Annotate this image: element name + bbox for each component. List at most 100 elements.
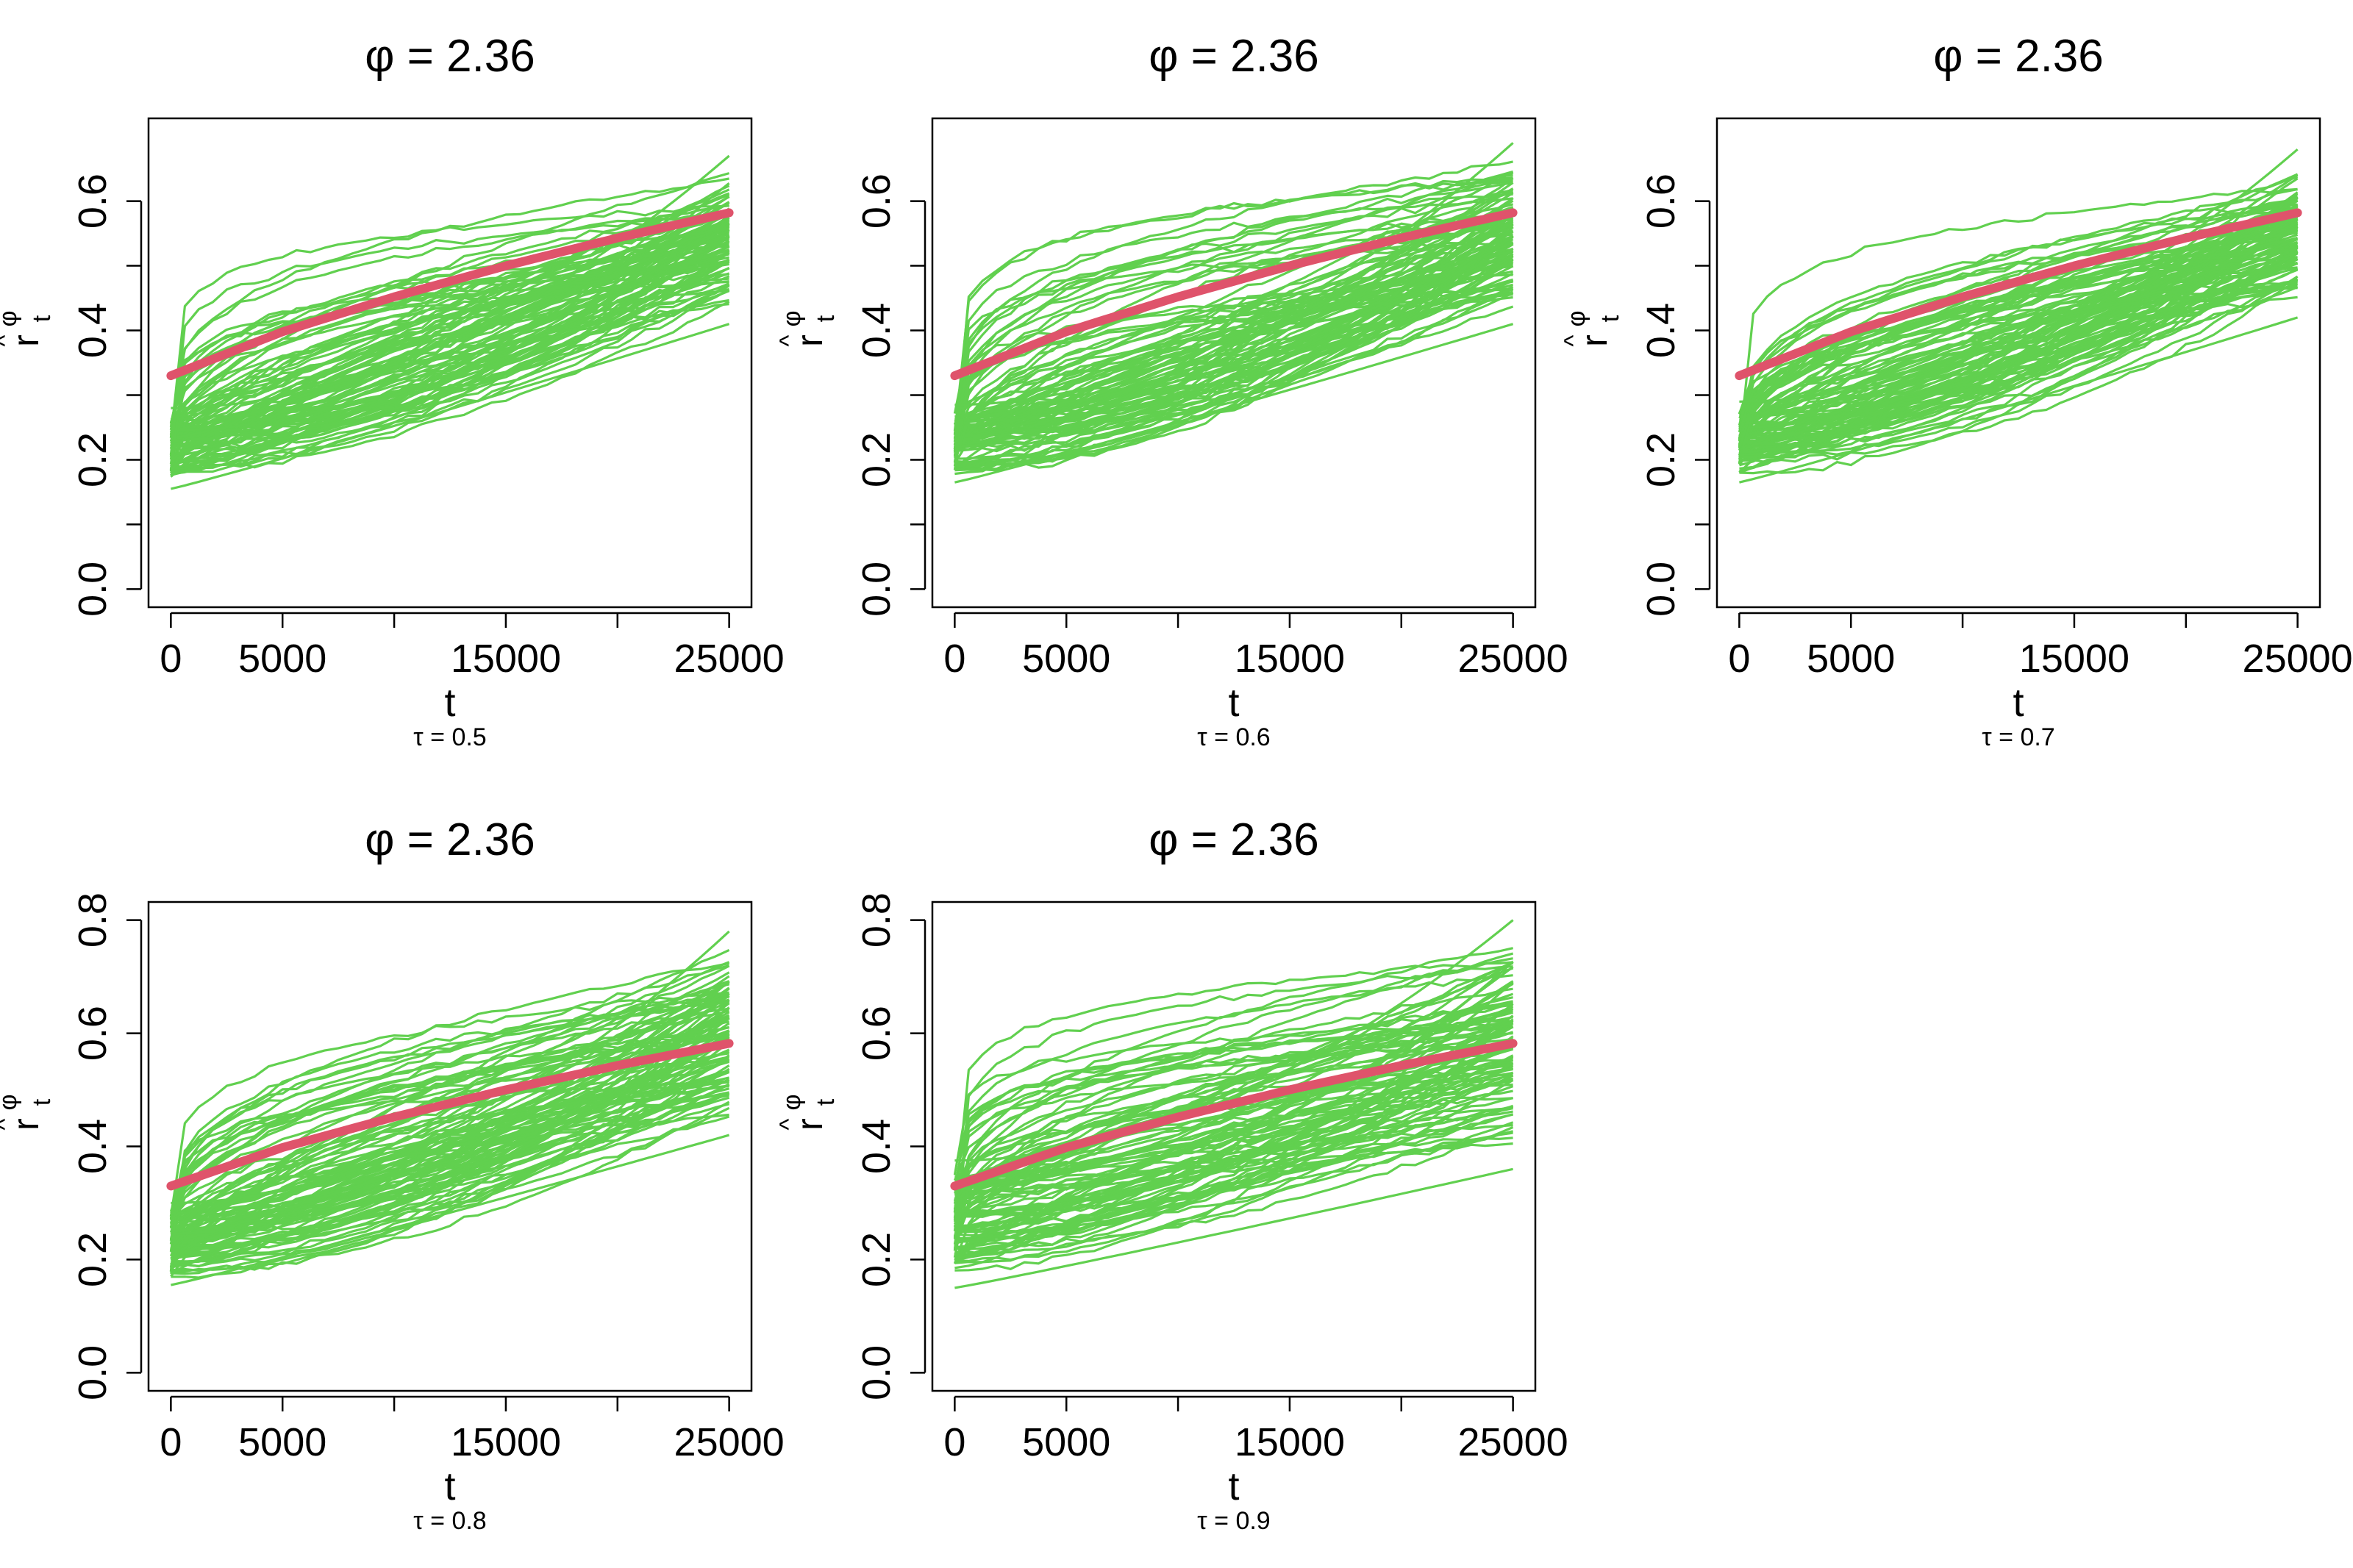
plot-frame <box>931 901 1537 1392</box>
estimate-line <box>169 1058 729 1217</box>
estimate-line <box>1738 231 2298 451</box>
y-tick-label: 0.6 <box>71 173 115 229</box>
estimate-line <box>954 223 1514 472</box>
estimate-line <box>170 223 730 439</box>
estimate-line <box>171 244 730 440</box>
y-axis-label: r^ φt <box>0 1094 56 1130</box>
estimate-line <box>171 1041 730 1267</box>
estimate-line <box>953 193 1513 432</box>
estimate-line <box>954 212 1514 441</box>
y-tick-label: 0.0 <box>1639 562 1683 617</box>
estimate-line <box>170 1057 729 1265</box>
x-tick-label: 15000 <box>1235 637 1345 681</box>
estimate-line <box>954 1014 1514 1264</box>
estimate-line <box>171 999 730 1257</box>
y-tick-label: 0.4 <box>854 303 899 358</box>
estimate-line <box>953 179 1513 450</box>
estimate-line <box>1738 221 2298 432</box>
estimate-line <box>171 930 730 1205</box>
estimate-line <box>171 251 730 456</box>
y-tick-label: 0.8 <box>71 892 115 948</box>
estimate-line <box>953 1003 1513 1239</box>
y-label-subscript: t <box>28 1098 56 1106</box>
y-label-subscript: t <box>812 1098 840 1106</box>
estimate-line <box>953 251 1513 463</box>
x-axis: 0 5000 15000 25000 <box>160 612 785 681</box>
panel-caption: τ = 0.7 <box>1982 723 2054 751</box>
estimate-line <box>171 229 730 468</box>
estimate-line <box>171 223 730 443</box>
estimate-line <box>954 1071 1513 1203</box>
panel-title: φ = 2.36 <box>365 31 535 82</box>
y-tick-label: 0.4 <box>854 1119 899 1174</box>
plot-area <box>950 919 1518 1289</box>
estimate-line <box>169 1026 729 1219</box>
estimate-line <box>953 170 1514 459</box>
x-tick-label: 0 <box>160 1420 182 1464</box>
y-tick-label: 0.0 <box>854 1345 899 1400</box>
y-label-base: r <box>5 1118 46 1131</box>
y-axis: 0.0 0.2 0.4 0.6 <box>854 173 926 617</box>
estimate-line <box>954 235 1514 460</box>
estimate-line <box>169 214 729 455</box>
estimate-line <box>171 982 730 1222</box>
x-tick-label: 0 <box>943 637 965 681</box>
y-label-base: r <box>1574 334 1615 347</box>
estimate-line <box>954 217 1514 433</box>
y-label-superscript: φ <box>0 310 22 326</box>
estimate-line <box>171 250 730 466</box>
estimate-line <box>170 1069 729 1252</box>
plot-area <box>950 142 1518 484</box>
estimate-line <box>170 237 730 421</box>
plot-area <box>166 154 734 490</box>
estimate-line <box>954 966 1514 1218</box>
x-axis: 0 5000 15000 25000 <box>943 1395 1568 1464</box>
estimate-line <box>169 962 729 1245</box>
estimate-line <box>170 983 729 1214</box>
y-tick-label: 0.0 <box>71 1345 115 1400</box>
plot-frame <box>931 117 1537 609</box>
estimate-line <box>170 172 730 426</box>
y-axis: 0.0 0.2 0.4 0.6 <box>71 173 143 617</box>
x-tick-label: 5000 <box>1022 1420 1110 1464</box>
y-tick-label: 0.2 <box>854 432 899 487</box>
estimate-line <box>1738 188 2298 415</box>
y-axis: 0.0 0.2 0.4 0.6 <box>1639 173 1711 617</box>
estimate-line <box>1738 233 2299 432</box>
y-label-superscript: φ <box>778 310 806 326</box>
estimate-line <box>171 1134 730 1286</box>
estimate-line <box>170 1014 730 1234</box>
y-tick-label: 0.0 <box>71 562 115 617</box>
estimate-line <box>954 1121 1514 1236</box>
estimate-line <box>1738 221 2299 467</box>
estimate-line <box>953 160 1513 435</box>
panel-caption: τ = 0.6 <box>1197 723 1270 751</box>
estimate-line <box>1738 203 2298 441</box>
estimate-line <box>954 255 1514 453</box>
estimate-line <box>171 1078 730 1233</box>
plot-frame <box>147 901 753 1392</box>
estimate-line <box>1739 196 2299 418</box>
estimate-line <box>953 961 1513 1213</box>
estimate-line <box>171 282 730 476</box>
estimate-line <box>1738 199 2298 449</box>
x-axis-label: t <box>2013 681 2024 725</box>
estimate-line <box>954 1062 1514 1262</box>
estimate-line <box>170 208 730 457</box>
estimate-line <box>1739 268 2299 444</box>
y-tick-label: 0.6 <box>854 1006 899 1061</box>
x-axis: 0 5000 15000 25000 <box>1728 612 2353 681</box>
y-tick-label: 0.0 <box>854 562 899 617</box>
estimate-line <box>1739 275 2299 461</box>
panel-caption: τ = 0.8 <box>413 1507 486 1535</box>
estimate-line <box>1738 198 2298 445</box>
estimate-line <box>1738 216 2299 447</box>
plot-frame <box>1715 117 2321 609</box>
y-tick-label: 0.8 <box>854 892 899 948</box>
y-label-base: r <box>789 334 830 347</box>
estimate-line <box>954 220 1514 423</box>
